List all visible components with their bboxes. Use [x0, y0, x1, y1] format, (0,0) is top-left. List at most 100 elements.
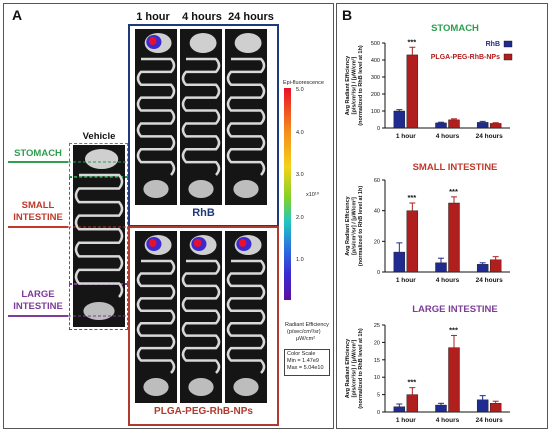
y-tick-label-1-0: 0 [377, 270, 380, 276]
panel-b-frame [336, 3, 548, 429]
x-tick-label-2-1: 4 hours [436, 417, 460, 424]
vehicle-label: Vehicle [82, 131, 116, 142]
y-axis-label-2-1: [p/s/cm²/sr] / [μW/cm²] [351, 339, 358, 397]
gut-plga-1h-intestine [136, 259, 176, 374]
y-tick-label-0-5: 500 [371, 41, 380, 47]
y-tick-label-1-1: 20 [374, 239, 380, 245]
y-tick-label-0-3: 300 [371, 75, 380, 81]
gut-vehicle-intestine [74, 173, 124, 298]
legend-label-0: RhB [486, 41, 500, 48]
x-tick-label-2-2: 24 hours [476, 417, 503, 424]
y-axis-label-0-1: [p/s/cm²/sr] / [μW/cm²] [351, 56, 358, 114]
y-axis-label-2-2: (normalized to RhB level at 1h) [358, 328, 364, 409]
gut-vehicle-stomach [84, 149, 119, 169]
gut-rhb-1h-intestine [136, 57, 176, 176]
gut-plga-24h-intestine [226, 259, 266, 374]
color-scale-box [284, 349, 330, 376]
color-scale-min: Min = 1.47e9 [287, 358, 319, 364]
large-rule [8, 315, 68, 317]
plga-image-24h [225, 231, 267, 403]
organ-label-large-line1: LARGE [21, 289, 55, 300]
significance-0-0: *** [407, 37, 416, 46]
time-label-1h: 1 hour [136, 11, 170, 23]
x-tick-label-1-1: 4 hours [436, 277, 460, 284]
bar-1-0-1 [406, 210, 419, 273]
gut-plga-1h-colon [143, 378, 169, 396]
bar-1-0-0 [393, 251, 406, 273]
bar-2-2-1 [489, 403, 502, 413]
x-tick-label-1-2: 24 hours [476, 277, 503, 284]
gut-plga-4h-stomach-core [193, 239, 202, 247]
bar-0-1-0 [435, 122, 447, 129]
plga-image-1h [135, 231, 177, 403]
chart-title-1: SMALL INTESTINE [413, 162, 498, 173]
x-tick-label-0-2: 24 hours [476, 133, 503, 140]
bar-2-0-1 [406, 394, 419, 413]
gut-rhb-4h-colon [188, 180, 214, 198]
bar-0-0-1 [406, 54, 419, 129]
gut-rhb-4h-stomach [189, 33, 217, 53]
color-scale-label: Color Scale [287, 351, 316, 357]
colorbar-unit-3: μW/cm² [296, 336, 316, 342]
y-tick-label-0-4: 400 [371, 58, 380, 64]
y-tick-label-0-0: 0 [377, 126, 380, 132]
colorbar-title: Epi-fluorescence [283, 80, 324, 86]
bar-1-2-1 [489, 259, 502, 273]
y-tick-label-1-2: 40 [374, 209, 380, 215]
colorbar-tick-5: 5.0 [296, 87, 304, 93]
y-axis-label-1-2: (normalized to RhB level at 1h) [358, 186, 364, 267]
significance-1-0: *** [407, 193, 416, 202]
bar-2-0-0 [393, 406, 406, 413]
y-tick-label-2-4: 20 [374, 340, 380, 346]
time-label-4h: 4 hours [182, 11, 222, 23]
plga-image-4h [180, 231, 222, 403]
colorbar-unit-1: Radiant Efficiency [285, 322, 329, 328]
bar-1-1-1 [448, 202, 460, 273]
colorbar-exponent: x10¹⁰ [306, 192, 319, 198]
organ-label-small-line1: SMALL [21, 200, 55, 211]
y-tick-label-1-3: 60 [374, 178, 380, 184]
gut-plga-1h-stomach-core [148, 239, 157, 247]
x-tick-label-1-0: 1 hour [396, 277, 416, 284]
panel-b-letter: B [342, 7, 353, 23]
gut-rhb-24h-intestine [226, 57, 266, 176]
organ-label-stomach: STOMACH [14, 148, 62, 159]
plga-caption: PLGA-PEG-RhB-NPs [154, 406, 253, 417]
small-rule [8, 226, 68, 228]
y-axis-label-1-0: Avg Radiant Efficiency [345, 195, 351, 255]
bar-2-1-0 [435, 404, 447, 413]
bar-0-1-1 [448, 119, 460, 129]
bar-2-2-0 [476, 399, 489, 413]
legend-swatch-0 [503, 40, 513, 48]
gut-rhb-24h-colon [233, 180, 259, 198]
organ-label-large-line2: INTESTINE [13, 301, 63, 312]
gut-rhb-24h-stomach [234, 33, 262, 53]
bar-1-2-0 [476, 264, 489, 273]
significance-2-1: *** [449, 325, 458, 334]
gut-rhb-4h-intestine [181, 57, 221, 176]
y-tick-label-0-1: 100 [371, 109, 380, 115]
significance-2-0: *** [407, 378, 416, 387]
significance-1-1: *** [449, 187, 458, 196]
gut-plga-4h-intestine [181, 259, 221, 374]
gut-vehicle-colon [83, 302, 115, 320]
colorbar-tick-2: 2.0 [296, 215, 304, 221]
gut-plga-24h-stomach-core [238, 239, 247, 247]
y-tick-label-2-3: 15 [374, 358, 380, 364]
y-axis-label-0-0: Avg Radiant Efficiency [345, 55, 351, 115]
vehicle-stomach-box [69, 143, 128, 177]
colorbar-unit-2: (p/sec/cm²/sr) [287, 329, 321, 335]
gut-rhb-1h-colon [143, 180, 169, 198]
chart-title-2: LARGE INTESTINE [412, 304, 498, 315]
y-axis-label-2-0: Avg Radiant Efficiency [345, 338, 351, 398]
gut-rhb-1h-stomach-core [148, 37, 157, 45]
colorbar-tick-1: 1.0 [296, 257, 304, 263]
y-tick-label-0-2: 200 [371, 92, 380, 98]
legend-swatch-1 [503, 53, 513, 61]
gut-plga-4h-colon [188, 378, 214, 396]
color-scale-max: Max = 5.04e10 [287, 365, 324, 371]
gut-plga-24h-colon [233, 378, 259, 396]
bar-0-2-0 [476, 122, 489, 129]
organ-label-small-line2: INTESTINE [13, 212, 63, 223]
